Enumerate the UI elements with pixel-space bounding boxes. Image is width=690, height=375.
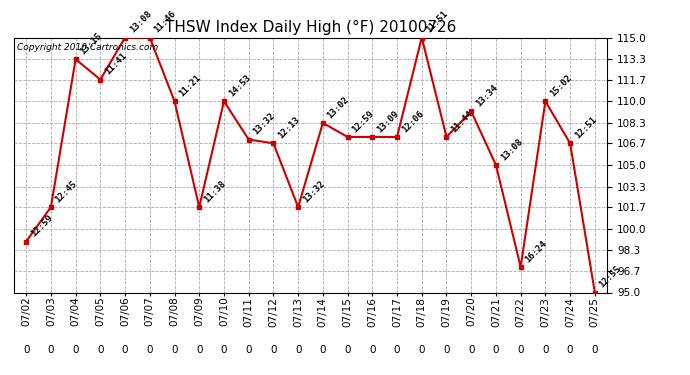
Text: 11:51: 11:51 — [424, 9, 450, 35]
Text: 0: 0 — [246, 345, 252, 355]
Text: 11:44: 11:44 — [449, 109, 475, 134]
Text: 14:53: 14:53 — [227, 73, 252, 99]
Text: 0: 0 — [419, 345, 425, 355]
Text: Copyright 2010 Cartronics.com: Copyright 2010 Cartronics.com — [17, 43, 158, 52]
Text: 0: 0 — [171, 345, 178, 355]
Text: 12:59: 12:59 — [29, 213, 55, 239]
Text: 0: 0 — [344, 345, 351, 355]
Text: 13:08: 13:08 — [499, 137, 524, 162]
Text: 12:55: 12:55 — [598, 264, 623, 290]
Text: 11:38: 11:38 — [202, 179, 228, 204]
Text: 13:15: 13:15 — [79, 31, 103, 56]
Text: 0: 0 — [72, 345, 79, 355]
Text: 0: 0 — [221, 345, 227, 355]
Text: 16:24: 16:24 — [524, 239, 549, 264]
Text: 0: 0 — [443, 345, 450, 355]
Text: 0: 0 — [97, 345, 104, 355]
Text: 13:32: 13:32 — [301, 179, 326, 204]
Text: 0: 0 — [48, 345, 54, 355]
Text: 0: 0 — [196, 345, 202, 355]
Text: 12:45: 12:45 — [54, 179, 79, 204]
Title: THSW Index Daily High (°F) 20100726: THSW Index Daily High (°F) 20100726 — [165, 20, 456, 35]
Text: 13:08: 13:08 — [128, 9, 153, 35]
Text: 11:21: 11:21 — [177, 73, 203, 99]
Text: 0: 0 — [270, 345, 277, 355]
Text: 12:51: 12:51 — [573, 115, 598, 141]
Text: 0: 0 — [518, 345, 524, 355]
Text: 0: 0 — [468, 345, 475, 355]
Text: 15:02: 15:02 — [548, 73, 573, 99]
Text: 13:09: 13:09 — [375, 109, 400, 134]
Text: 0: 0 — [493, 345, 499, 355]
Text: 0: 0 — [146, 345, 153, 355]
Text: 0: 0 — [319, 345, 326, 355]
Text: 11:41: 11:41 — [103, 51, 128, 77]
Text: 0: 0 — [295, 345, 302, 355]
Text: 11:46: 11:46 — [152, 9, 178, 35]
Text: 12:59: 12:59 — [351, 109, 376, 134]
Text: 12:06: 12:06 — [400, 109, 425, 134]
Text: 0: 0 — [542, 345, 549, 355]
Text: 0: 0 — [591, 345, 598, 355]
Text: 0: 0 — [567, 345, 573, 355]
Text: 0: 0 — [369, 345, 375, 355]
Text: 13:34: 13:34 — [474, 83, 500, 109]
Text: 13:32: 13:32 — [251, 111, 277, 137]
Text: 0: 0 — [394, 345, 400, 355]
Text: 0: 0 — [23, 345, 30, 355]
Text: 13:02: 13:02 — [326, 95, 351, 120]
Text: 0: 0 — [122, 345, 128, 355]
Text: 12:13: 12:13 — [276, 115, 302, 141]
